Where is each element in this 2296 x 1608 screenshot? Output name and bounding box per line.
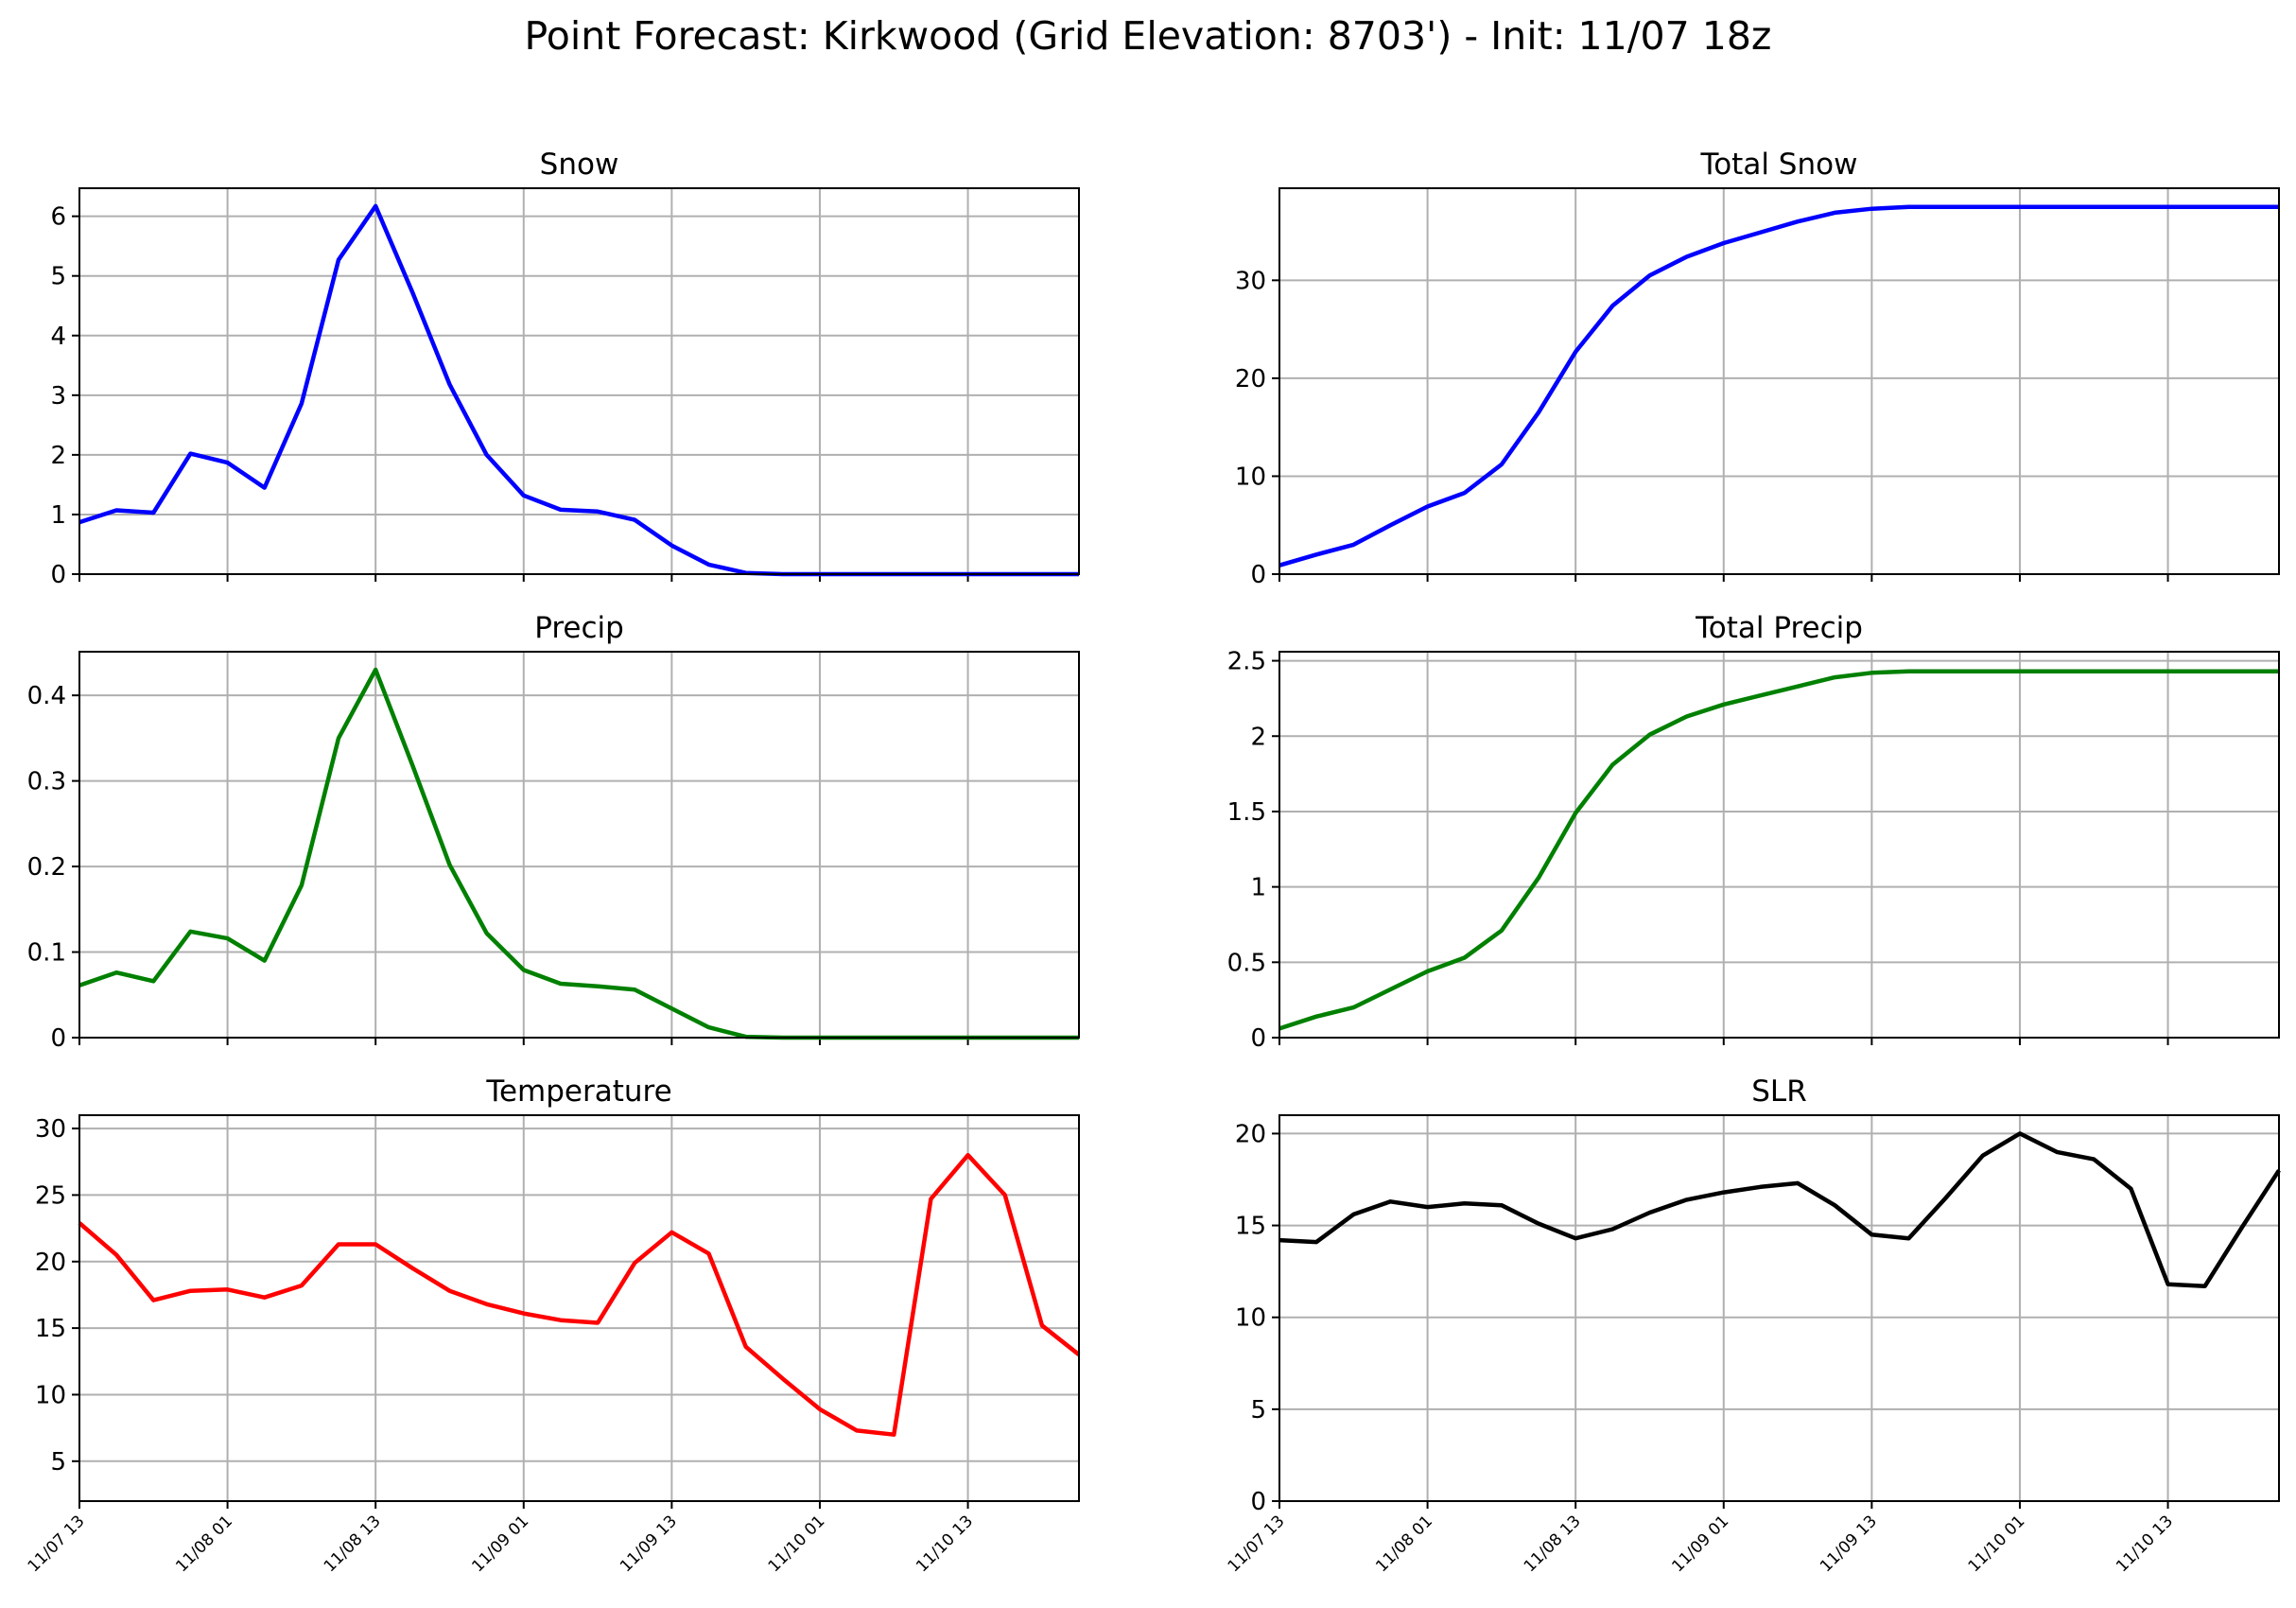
total-precip-axes-frame — [1278, 651, 2280, 1039]
total-precip-ytick-label: 0.5 — [1227, 949, 1266, 977]
total-snow-panel: Total Snow 0 10 20 30 — [1235, 148, 2280, 589]
precip-axes-frame — [78, 651, 1080, 1039]
total-precip-panel: Total Precip 0 0.5 1 1.5 2 2.5 — [1227, 611, 2280, 1053]
total-snow-title: Total Snow — [1700, 148, 1858, 182]
figure-title: Point Forecast: Kirkwood (Grid Elevation… — [525, 13, 1772, 59]
slr-xtick-label: 11/09 01 — [1668, 1512, 1732, 1576]
slr-xtick-label: 11/08 13 — [1521, 1512, 1585, 1576]
total-precip-ytick-label: 2 — [1250, 723, 1266, 751]
slr-xtick-label: 11/09 13 — [1817, 1512, 1881, 1576]
temperature-ytick-label: 15 — [35, 1315, 66, 1343]
temperature-ytick-label: 10 — [35, 1381, 66, 1409]
total-snow-ytick-label: 20 — [1235, 365, 1266, 393]
snow-panel: Snow 0 1 2 3 4 5 6 — [50, 148, 1080, 589]
temperature-xtick-label: 11/10 13 — [913, 1512, 977, 1576]
total-precip-ytick-label: 0 — [1250, 1024, 1266, 1053]
slr-axes-frame — [1278, 1114, 2280, 1502]
snow-axes-frame — [78, 187, 1080, 575]
snow-ytick-label: 3 — [50, 382, 66, 411]
total-snow-ytick-label: 10 — [1235, 463, 1266, 491]
snow-ytick-label: 6 — [50, 203, 66, 232]
slr-ytick-label: 5 — [1250, 1396, 1266, 1424]
temperature-xtick-label: 11/09 13 — [617, 1512, 681, 1576]
temperature-xtick-label: 11/08 01 — [172, 1512, 236, 1576]
total-precip-ytick-label: 2.5 — [1227, 648, 1266, 676]
temperature-xtick-label: 11/09 01 — [468, 1512, 532, 1576]
temperature-ytick-label: 30 — [35, 1115, 66, 1144]
total-precip-title: Total Precip — [1695, 611, 1863, 645]
slr-xtick-label: 11/10 13 — [2113, 1512, 2177, 1576]
temperature-ytick-label: 25 — [35, 1181, 66, 1210]
temperature-series-line — [78, 1152, 1081, 1437]
temperature-axes-frame — [78, 1114, 1080, 1502]
total-precip-series-line — [1278, 669, 2279, 1031]
snow-ytick-label: 5 — [50, 263, 66, 291]
slr-ytick-label: 20 — [1235, 1120, 1266, 1148]
precip-ytick-label: 0.1 — [27, 939, 66, 968]
total-precip-ytick-label: 1.5 — [1227, 798, 1266, 827]
temperature-xtick-label: 11/08 13 — [321, 1512, 385, 1576]
total-snow-series-line — [1278, 204, 2279, 568]
slr-panel: SLR 11/07 13 11/08 01 11/08 13 11/09 01 11/09… — [1225, 1075, 2281, 1576]
slr-xtick-label: 11/10 01 — [1965, 1512, 2029, 1576]
slr-title: SLR — [1751, 1075, 1807, 1109]
precip-ytick-label: 0.3 — [27, 768, 66, 796]
snow-ytick-label: 4 — [50, 323, 66, 351]
precip-series-line — [78, 667, 1079, 1040]
slr-ytick-label: 0 — [1250, 1488, 1266, 1516]
precip-panel: Precip 0 0.1 0.2 0.3 0.4 — [27, 611, 1080, 1053]
slr-ytick-label: 10 — [1235, 1304, 1266, 1333]
temperature-title: Temperature — [485, 1075, 671, 1109]
snow-ytick-label: 0 — [50, 561, 66, 589]
slr-series-line — [1278, 1131, 2281, 1288]
snow-ytick-label: 2 — [50, 442, 66, 470]
total-snow-ytick-label: 30 — [1235, 267, 1266, 295]
total-precip-ytick-label: 1 — [1250, 874, 1266, 902]
temperature-xtick-label: 11/10 01 — [765, 1512, 829, 1576]
precip-title: Precip — [534, 611, 624, 645]
slr-ytick-label: 15 — [1235, 1213, 1266, 1241]
snow-ytick-label: 1 — [50, 501, 66, 530]
temperature-panel: Temperature 11/07 13 11/08 01 11/08 13 11/09… — [25, 1075, 1081, 1576]
temperature-xtick-label: 11/07 13 — [25, 1512, 89, 1576]
slr-xtick-label: 11/08 01 — [1372, 1512, 1436, 1576]
precip-ytick-label: 0 — [50, 1024, 66, 1053]
snow-title: Snow — [540, 148, 619, 182]
precip-ytick-label: 0.4 — [27, 682, 66, 710]
temperature-ytick-label: 20 — [35, 1249, 66, 1277]
slr-xtick-label: 11/07 13 — [1225, 1512, 1289, 1576]
snow-series-line — [78, 203, 1079, 577]
total-snow-ytick-label: 0 — [1250, 561, 1266, 589]
precip-ytick-label: 0.2 — [27, 853, 66, 882]
total-snow-axes-frame — [1278, 187, 2280, 575]
temperature-ytick-label: 5 — [50, 1448, 66, 1477]
